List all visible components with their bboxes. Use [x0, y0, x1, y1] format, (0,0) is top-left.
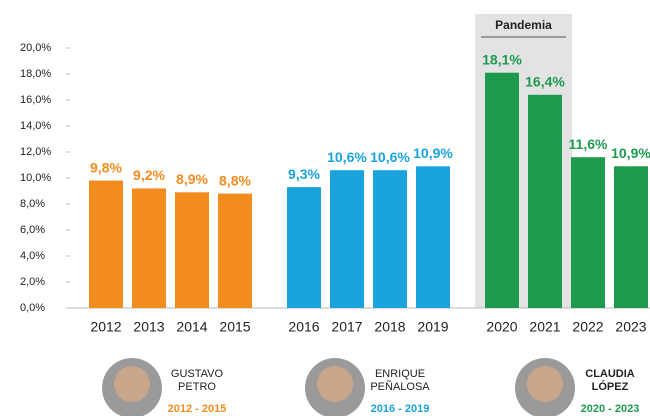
- mayor-term: 2012 - 2015: [168, 403, 227, 415]
- value-label: 8,9%: [176, 171, 208, 187]
- mayor-name: LÓPEZ: [592, 380, 629, 393]
- x-tick-label: 2015: [219, 319, 250, 335]
- value-label: 11,6%: [569, 136, 608, 152]
- bar: [287, 187, 321, 308]
- y-tick-label: 20,0%: [20, 42, 51, 54]
- portrait-face: [114, 366, 150, 402]
- bar: [175, 192, 209, 308]
- value-label: 10,9%: [611, 145, 650, 161]
- bar: [132, 188, 166, 308]
- value-label: 9,2%: [133, 167, 165, 183]
- y-tick-label: 0,0%: [20, 302, 45, 314]
- x-tick-label: 2020: [486, 319, 517, 335]
- x-tick-label: 2016: [288, 319, 319, 335]
- value-label: 9,8%: [90, 159, 122, 175]
- value-label: 8,8%: [219, 172, 251, 188]
- value-label: 10,6%: [370, 149, 410, 165]
- mayor-name: ENRIQUE: [375, 368, 425, 380]
- bar: [485, 72, 519, 308]
- bar: [614, 166, 648, 308]
- value-label: 10,9%: [413, 145, 453, 161]
- bar: [571, 157, 605, 308]
- x-tick-label: 2012: [90, 319, 121, 335]
- y-tick-label: 10,0%: [20, 172, 51, 184]
- value-label: 10,6%: [327, 149, 367, 165]
- mayor-name: PETRO: [178, 381, 216, 393]
- mayor-term: 2020 - 2023: [581, 403, 640, 415]
- x-tick-label: 2018: [374, 319, 405, 335]
- mayor-name: CLAUDIA: [585, 368, 635, 380]
- y-tick-label: 12,0%: [20, 146, 51, 158]
- x-tick-label: 2023: [615, 319, 646, 335]
- mayor-term: 2016 - 2019: [371, 403, 430, 415]
- y-tick-label: 14,0%: [20, 120, 51, 132]
- value-label: 18,1%: [482, 51, 522, 67]
- x-tick-label: 2017: [331, 319, 362, 335]
- y-tick-label: 8,0%: [20, 198, 45, 210]
- x-tick-label: 2013: [133, 319, 164, 335]
- bar: [373, 170, 407, 308]
- x-tick-label: 2014: [176, 319, 207, 335]
- portrait-face: [317, 366, 353, 402]
- bar: [89, 180, 123, 308]
- x-tick-label: 2019: [417, 319, 448, 335]
- portrait-face: [527, 366, 563, 402]
- y-tick-label: 16,0%: [20, 94, 51, 106]
- value-label: 16,4%: [525, 74, 565, 90]
- x-tick-label: 2022: [572, 319, 603, 335]
- y-tick-label: 4,0%: [20, 250, 45, 262]
- value-label: 9,3%: [288, 166, 320, 182]
- y-tick-label: 2,0%: [20, 276, 45, 288]
- mayor-name: PEÑALOSA: [370, 380, 430, 393]
- bar: [218, 193, 252, 308]
- y-tick-label: 6,0%: [20, 224, 45, 236]
- y-tick-label: 18,0%: [20, 68, 51, 80]
- bar: [416, 166, 450, 308]
- bar: [330, 170, 364, 308]
- mayor-name: GUSTAVO: [171, 368, 224, 380]
- x-tick-label: 2021: [529, 319, 560, 335]
- bar: [528, 94, 562, 308]
- highlight-label: Pandemia: [495, 18, 552, 32]
